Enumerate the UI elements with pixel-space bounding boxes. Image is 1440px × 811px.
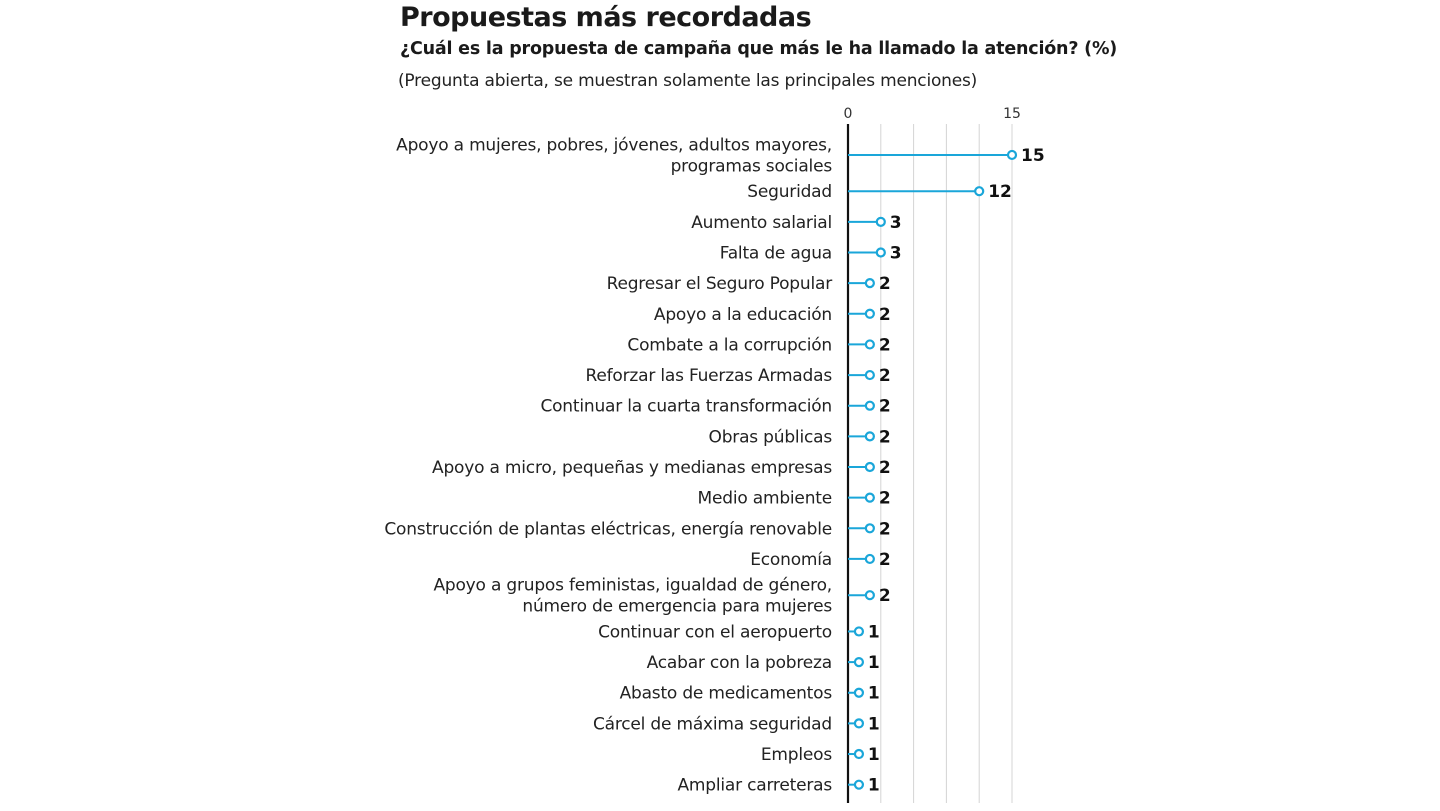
lollipop-point [853,687,865,698]
data-label: 2 [879,335,891,355]
category-label: Combate a la corrupción [627,335,832,355]
lollipop-point [864,339,875,350]
data-label: 2 [879,519,891,539]
data-label: 1 [868,622,880,642]
lollipop-point [864,461,875,473]
category-label: Economía [750,550,832,570]
chart-row: Aumento salarial 3 [691,213,901,233]
chart-row: Economía 2 [750,550,890,570]
data-label: 2 [879,458,891,478]
chart-row: Abasto de medicamentos 1 [620,684,880,704]
category-label: Aumento salarial [691,213,832,233]
lollipop-point [853,626,865,637]
category-label: número de emergencia para mujeres [522,597,832,617]
data-label: 2 [879,366,891,386]
category-label: Continuar la cuarta transformación [540,397,832,417]
data-label: 2 [879,550,891,570]
x-tick-label: 15 [1003,106,1021,122]
chart-row: Regresar el Seguro Popular 2 [607,274,891,294]
data-label: 12 [988,182,1012,202]
category-label: Apoyo a mujeres, pobres, jóvenes, adulto… [396,135,832,155]
lollipop-point [853,657,865,668]
chart-row: Apoyo a grupos feministas, igualdad de g… [433,576,890,617]
chart-note: (Pregunta abierta, se muestran solamente… [398,71,978,91]
lollipop-point [875,216,886,227]
lollipop-point [864,590,875,601]
category-label: Seguridad [747,182,832,202]
lollipop-point [864,492,875,503]
chart-row: Continuar la cuarta transformación 2 [540,397,890,417]
lollipop-point [853,748,865,760]
category-label: Obras públicas [709,427,833,447]
chart-row: Medio ambiente 2 [698,489,891,509]
chart-row: Apoyo a mujeres, pobres, jóvenes, adulto… [396,135,1045,176]
chart-row: Cárcel de máxima seguridad 1 [593,714,880,734]
category-label: Acabar con la pobreza [647,653,832,673]
lollipop-point [1006,149,1018,161]
data-label: 2 [879,305,891,325]
lollipop-point [864,400,875,411]
chart-row: Acabar con la pobreza 1 [647,653,880,673]
data-label: 2 [879,274,891,294]
data-label: 1 [868,745,880,765]
data-label: 15 [1021,146,1045,166]
category-label: Ampliar carreteras [677,776,832,796]
lollipop-point [875,247,886,258]
lollipop-point [853,718,865,729]
data-label: 2 [879,427,891,447]
data-label: 2 [879,489,891,509]
category-label: Cárcel de máxima seguridad [593,714,832,734]
chart-row: Apoyo a la educación 2 [654,305,891,325]
chart-row: Construcción de plantas eléctricas, ener… [384,519,890,539]
category-label: Apoyo a la educación [654,305,832,325]
chart-subtitle: ¿Cuál es la propuesta de campaña que más… [400,39,1118,59]
data-label: 3 [890,243,902,263]
chart-row: Combate a la corrupción 2 [627,335,890,355]
lollipop-point [864,523,875,534]
chart-row: Reforzar las Fuerzas Armadas 2 [586,366,891,386]
lollipop-point [853,779,865,790]
chart-row: Apoyo a micro, pequeñas y medianas empre… [432,458,891,478]
category-label: Reforzar las Fuerzas Armadas [586,366,833,386]
chart-row: Falta de agua 3 [720,243,902,263]
data-label: 3 [890,213,902,233]
data-label: 1 [868,653,880,673]
data-label: 1 [868,684,880,704]
chart-row: Ampliar carreteras 1 [677,776,879,796]
category-label: Construcción de plantas eléctricas, ener… [384,519,832,539]
lollipop-point [974,186,985,197]
chart-row: Obras públicas 2 [709,427,891,447]
data-label: 2 [879,586,891,606]
category-label: Empleos [761,745,832,765]
category-label: Apoyo a grupos feministas, igualdad de g… [433,576,832,596]
chart-row: Continuar con el aeropuerto 1 [598,622,880,642]
data-label: 1 [868,776,880,796]
lollipop-point [864,369,875,381]
category-label: Regresar el Seguro Popular [607,274,833,294]
chart-title: Propuestas más recordadas [400,2,812,33]
category-label: Continuar con el aeropuerto [598,622,832,642]
lollipop-point [864,431,875,442]
category-label: Medio ambiente [698,489,833,509]
lollipop-point [864,553,875,565]
data-label: 1 [868,714,880,734]
category-label: programas sociales [671,156,833,176]
lollipop-point [864,278,875,289]
chart-row: Empleos 1 [761,745,880,765]
category-label: Falta de agua [720,243,832,263]
category-label: Apoyo a micro, pequeñas y medianas empre… [432,458,832,478]
chart-row: Seguridad 12 [747,182,1012,202]
lollipop-point [864,308,875,319]
category-label: Abasto de medicamentos [620,684,833,704]
data-label: 2 [879,397,891,417]
x-tick-label: 0 [844,106,853,122]
